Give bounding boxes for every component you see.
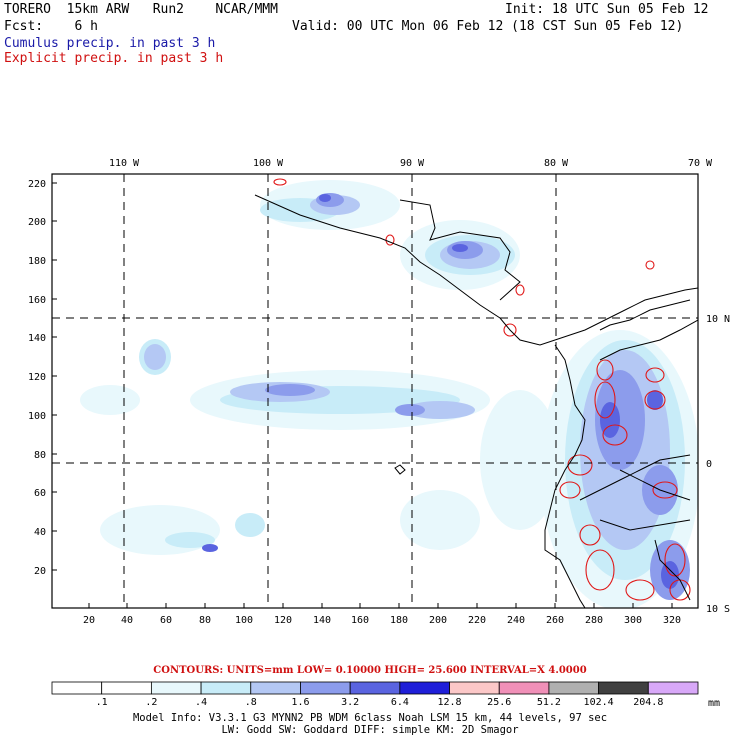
lon-label: 100 W xyxy=(253,158,284,169)
colorbar-swatch xyxy=(51,681,103,695)
colorbar-label: 6.4 xyxy=(391,697,409,708)
colorbar-label: 1.6 xyxy=(291,697,309,708)
colorbar-swatch xyxy=(250,681,301,695)
colorbar-label: .4 xyxy=(195,697,207,708)
colorbar-unit: mm xyxy=(708,698,720,709)
init-time: Init: 18 UTC Sun 05 Feb 12 xyxy=(505,2,709,17)
latlon-grid xyxy=(52,174,698,608)
x-index-labels: 20 40 60 80 100 120 140 160 180 200 220 … xyxy=(83,615,681,626)
x-tick: 180 xyxy=(390,615,408,626)
y-tick: 100 xyxy=(28,411,46,422)
y-index-labels: 220 200 180 160 140 120 100 80 60 40 20 xyxy=(28,179,46,577)
colorbar-label: .8 xyxy=(245,697,257,708)
x-tick: 260 xyxy=(546,615,564,626)
y-tick: 220 xyxy=(28,179,46,190)
colorbar-label: 12.8 xyxy=(437,697,461,708)
y-tick: 120 xyxy=(28,372,46,383)
colorbar-swatch xyxy=(548,681,600,695)
colorbar-swatch xyxy=(101,681,152,695)
colorbar-swatch xyxy=(498,681,550,695)
precip-colorbar: .1 .2 .4 .8 1.6 3.2 6.4 12.8 25.6 51.2 102.4 204.8 xyxy=(51,681,699,708)
precip-shading xyxy=(80,178,698,608)
x-tick: 300 xyxy=(624,615,642,626)
y-tick: 200 xyxy=(28,217,46,228)
lat-labels: 10 N 0 10 S xyxy=(706,314,730,615)
x-tick: 20 xyxy=(83,615,95,626)
colorbar-label: 3.2 xyxy=(341,697,359,708)
colorbar-label: 25.6 xyxy=(487,697,511,708)
y-tick: 40 xyxy=(34,527,46,538)
explicit-legend: Explicit precip. in past 3 h xyxy=(4,51,224,66)
contours-info: CONTOURS: UNITS=mm LOW= 0.10000 HIGH= 25… xyxy=(153,665,587,676)
colorbar-label: .2 xyxy=(145,697,157,708)
lon-label: 80 W xyxy=(544,158,569,169)
axis-ticks xyxy=(52,182,673,608)
lon-label: 90 W xyxy=(400,158,425,169)
x-tick: 100 xyxy=(235,615,253,626)
y-tick: 140 xyxy=(28,333,46,344)
colorbar-swatch xyxy=(300,681,351,695)
x-tick: 80 xyxy=(199,615,211,626)
colorbar-swatch xyxy=(598,681,649,695)
colorbar-label: 51.2 xyxy=(537,697,561,708)
colorbar-label: .1 xyxy=(96,697,108,708)
y-tick: 160 xyxy=(28,295,46,306)
lon-labels: 110 W 100 W 90 W 80 W 70 W xyxy=(109,158,713,169)
valid-time: Valid: 00 UTC Mon 06 Feb 12 (18 CST Sun … xyxy=(292,19,684,34)
model-title: TORERO 15km ARW Run2 NCAR/MMM xyxy=(4,2,278,17)
colorbar-swatch xyxy=(449,681,500,695)
x-tick: 220 xyxy=(468,615,486,626)
y-tick: 80 xyxy=(34,450,46,461)
lat-label: 10 S xyxy=(706,604,730,615)
forecast-hour: Fcst: 6 h xyxy=(4,19,98,34)
lat-label: 10 N xyxy=(706,314,730,325)
lat-label: 0 xyxy=(706,459,712,470)
x-tick: 280 xyxy=(585,615,603,626)
lon-label: 70 W xyxy=(688,158,713,169)
x-tick: 40 xyxy=(121,615,133,626)
colorbar-swatch xyxy=(150,681,202,695)
colorbar-label: 204.8 xyxy=(633,697,663,708)
x-tick: 320 xyxy=(663,615,681,626)
x-tick: 60 xyxy=(160,615,172,626)
y-tick: 60 xyxy=(34,488,46,499)
x-tick: 240 xyxy=(507,615,525,626)
lon-label: 110 W xyxy=(109,158,140,169)
colorbar-swatch xyxy=(349,681,401,695)
x-tick: 160 xyxy=(351,615,369,626)
colorbar-swatch xyxy=(200,681,252,695)
x-tick: 120 xyxy=(274,615,292,626)
y-tick: 20 xyxy=(34,566,46,577)
x-tick: 200 xyxy=(429,615,447,626)
model-info-line1: Model Info: V3.3.1 G3 MYNN2 PB WDM 6clas… xyxy=(132,712,608,724)
cumulus-legend: Cumulus precip. in past 3 h xyxy=(4,36,216,51)
colorbar-swatch xyxy=(399,681,450,695)
colorbar-swatch xyxy=(647,681,699,695)
y-tick: 180 xyxy=(28,256,46,267)
map-frame xyxy=(51,173,699,609)
x-tick: 140 xyxy=(313,615,331,626)
colorbar-label: 102.4 xyxy=(584,697,614,708)
model-info-line2: LW: Godd SW: Goddard DIFF: simple KM: 2D… xyxy=(221,724,519,736)
